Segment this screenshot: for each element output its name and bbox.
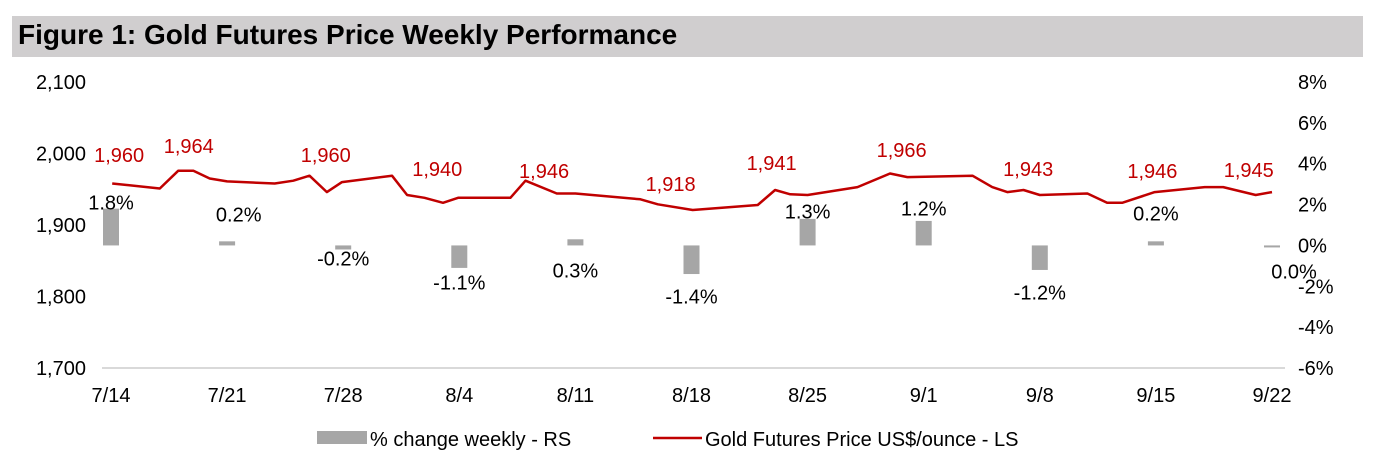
title-bar: Figure 1: Gold Futures Price Weekly Perf… [12,16,1363,57]
bar-label: 1.2% [901,198,947,220]
bar-series [103,208,1280,275]
price-label: 1,946 [1127,161,1177,183]
bar [1031,245,1048,270]
left-tick-label: 2,100 [36,72,86,94]
bar-label: 0.3% [553,260,599,282]
right-axis: 8% 6% 4% 2% 0% -2% -4% -6% [1298,72,1334,380]
price-label: 1,941 [747,153,797,175]
price-label: 1,966 [877,140,927,162]
left-tick-label: 2,000 [36,144,86,166]
price-label: 1,960 [94,145,144,167]
x-tick-label: 8/18 [672,385,711,407]
right-tick-label: -6% [1298,358,1334,380]
price-line [112,169,1273,212]
left-tick-label: 1,700 [36,358,86,380]
left-tick-label: 1,800 [36,287,86,309]
x-tick-label: 8/11 [557,385,594,407]
legend-label-bar: % change weekly - RS [370,429,571,451]
x-tick-label: 9/1 [910,385,938,407]
right-tick-label: 2% [1298,195,1327,217]
chart-title: Figure 1: Gold Futures Price Weekly Perf… [18,19,678,50]
price-label: 1,918 [646,174,696,196]
left-axis: 2,100 2,000 1,900 1,800 1,700 [36,72,86,380]
legend-swatch-bar [317,431,367,444]
price-label: 1,943 [1003,159,1053,181]
bar-label: 0.0% [1271,261,1317,283]
bar-label: -1.4% [665,286,717,308]
x-tick-label: 9/22 [1253,385,1292,407]
right-tick-label: 0% [1298,235,1327,257]
x-tick-label: 7/28 [324,385,363,407]
x-tick-label: 8/4 [445,385,473,407]
right-tick-label: 6% [1298,113,1327,135]
price-labels: 1,960 1,964 1,960 1,940 1,946 1,918 1,941 1,966… [94,136,1274,196]
bar-label: -1.2% [1014,282,1066,304]
bar [1147,241,1164,246]
bar [451,245,468,268]
legend: % change weekly - RS Gold Futures Price … [317,429,1018,451]
x-tick-label: 7/21 [208,385,247,407]
legend-label-line: Gold Futures Price US$/ounce - LS [705,429,1018,451]
bar-label: -1.1% [433,272,485,294]
price-label: 1,946 [519,161,569,183]
bar-label: 0.2% [1133,203,1179,225]
price-label: 1,945 [1224,160,1274,182]
bar [683,245,700,275]
x-tick-label: 8/25 [788,385,827,407]
right-tick-label: 8% [1298,72,1327,94]
bar [799,218,816,246]
bar [915,220,932,246]
bar-label: 1.3% [785,201,831,223]
x-tick-label: 7/14 [92,385,131,407]
right-tick-label: -2% [1298,276,1334,298]
bar [219,241,236,246]
price-label: 1,960 [301,145,351,167]
x-tick-label: 9/8 [1026,385,1054,407]
bar [335,245,352,250]
bar-label: 0.2% [216,204,262,226]
price-label: 1,940 [412,159,462,181]
left-tick-label: 1,900 [36,215,86,237]
right-tick-label: -4% [1298,317,1334,339]
x-tick-label: 9/15 [1136,385,1175,407]
line-series [112,169,1273,212]
bar-labels: 1.8% 0.2% -0.2% -1.1% 0.3% -1.4% 1.3% 1.2% -1.2%… [88,192,1317,308]
x-axis: 7/14 7/21 7/28 8/4 8/11 8/18 8/25 9/1 9/8 9/15 9/2… [92,385,1292,407]
bar [1264,245,1280,248]
right-tick-label: 4% [1298,154,1327,176]
bar-label: -0.2% [317,248,369,270]
bar [567,239,584,246]
price-label: 1,964 [164,136,214,158]
bar-label: 1.8% [88,192,134,214]
bar [103,208,119,246]
